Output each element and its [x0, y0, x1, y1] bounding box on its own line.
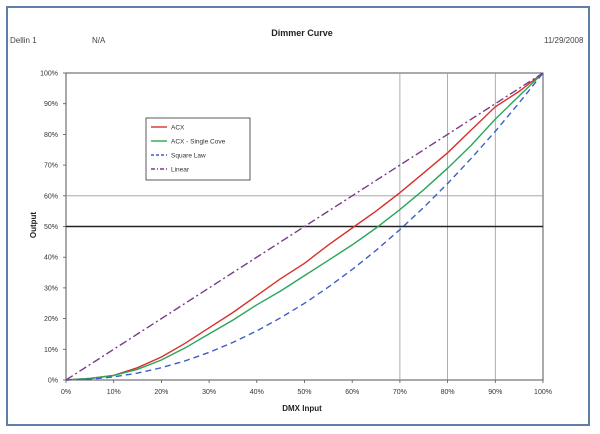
- legend-label: Linear: [171, 167, 190, 174]
- x-tick-label: 30%: [202, 389, 216, 396]
- series-line-acx: [65, 72, 544, 381]
- y-tick-label: 70%: [44, 163, 58, 170]
- y-tick-label: 40%: [44, 255, 58, 262]
- series-line-acx-single-cove: [65, 72, 544, 381]
- x-tick-label: 10%: [107, 389, 121, 396]
- y-tick-label: 30%: [44, 285, 58, 292]
- header-left-label: Dellin 1: [10, 36, 37, 45]
- legend-label: ACX - Single Cove: [171, 139, 226, 146]
- x-tick-label: 50%: [297, 389, 311, 396]
- x-tick-label: 0%: [61, 389, 71, 396]
- x-tick-label: 90%: [488, 389, 502, 396]
- header-date: 11/29/2008: [544, 36, 584, 45]
- y-tick-label: 20%: [44, 316, 58, 323]
- y-tick-label: 60%: [44, 193, 58, 200]
- series-line-square-law: [65, 72, 544, 381]
- x-tick-label: 40%: [250, 389, 264, 396]
- legend-label: Square Law: [171, 153, 206, 160]
- y-tick-label: 0%: [48, 378, 58, 385]
- header-left-value: N/A: [92, 36, 106, 45]
- x-tick-label: 80%: [441, 389, 455, 396]
- x-tick-label: 100%: [534, 389, 552, 396]
- series-line-linear: [65, 72, 544, 381]
- x-tick-label: 20%: [154, 389, 168, 396]
- x-tick-label: 70%: [393, 389, 407, 396]
- chart-title: Dimmer Curve: [271, 28, 333, 38]
- y-tick-label: 80%: [44, 132, 58, 139]
- y-axis-label: Output: [29, 212, 38, 239]
- x-axis-label: DMX Input: [282, 404, 322, 413]
- y-tick-label: 90%: [44, 101, 58, 108]
- legend-label: ACX: [171, 125, 185, 132]
- y-tick-label: 10%: [44, 347, 58, 354]
- y-tick-label: 50%: [44, 224, 58, 231]
- x-tick-label: 60%: [345, 389, 359, 396]
- y-tick-label: 100%: [40, 71, 58, 78]
